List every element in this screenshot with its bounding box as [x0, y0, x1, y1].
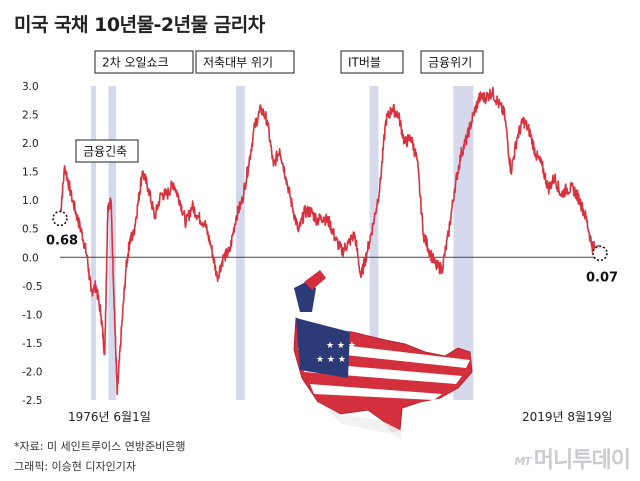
- y-tick-label: 0.5: [22, 224, 39, 236]
- x-start-label: 1976년 6월1일: [68, 410, 151, 424]
- source-note: *자료: 미 세인트루이스 연방준비은행: [14, 440, 186, 453]
- x-end-label: 2019년 8월19일: [522, 410, 612, 424]
- event-label: 저축대부 위기: [203, 56, 273, 70]
- y-tick-label: -2.5: [22, 395, 43, 407]
- y-tick-label: 3.0: [22, 81, 39, 93]
- event-label-box: [75, 139, 139, 163]
- event-label-box: [195, 50, 295, 74]
- chart-title: 미국 국채 10년물-2년물 금리차: [14, 14, 265, 36]
- event-label-box: [94, 50, 194, 74]
- endpoint-marker: [52, 210, 68, 227]
- y-tick-label: 1.5: [22, 167, 39, 179]
- event-band: [369, 86, 379, 400]
- series-layer: [59, 86, 601, 396]
- event-label: 금융위기: [428, 56, 472, 70]
- event-label: 금융긴축: [83, 145, 127, 159]
- event-label: 2차 오일쇼크: [102, 56, 169, 70]
- endpoint-label: 0.07: [586, 270, 618, 285]
- labels-layer: 0.68 0.07 금융긴축 2차 오일쇼크 저축대부 위기 IT버블 금융위기: [46, 50, 618, 285]
- spread-line: [59, 86, 601, 396]
- y-tick-label: -1.5: [22, 338, 43, 350]
- watermark-brand: MT: [514, 454, 531, 468]
- y-tick-label: 2.0: [22, 138, 39, 150]
- axes: 3.0 2.5 2.0 1.5 1.0 0.5 0.0 -0.5 -1.0 -1.5 -2.0 -2.…: [22, 81, 612, 424]
- y-tick-label: -0.5: [22, 281, 43, 293]
- y-tick-label: -1.0: [22, 309, 43, 321]
- y-tick-label: 0.0: [22, 252, 39, 264]
- svg-text:★ ★ ★: ★ ★ ★: [326, 341, 356, 351]
- event-band: [453, 86, 474, 400]
- watermark: MT 머니투데이: [514, 442, 631, 474]
- y-tick-label: 1.0: [22, 195, 39, 207]
- endpoint-label: 0.68: [46, 233, 78, 248]
- graphic-credit: 그래픽: 이승현 디자인기자: [14, 460, 137, 473]
- y-tick-label: 2.5: [22, 110, 39, 122]
- event-label-box: [420, 50, 484, 74]
- event-band: [90, 86, 96, 400]
- event-band: [235, 86, 245, 400]
- event-label: IT버블: [348, 56, 381, 70]
- watermark-name: 머니투데이: [533, 448, 631, 473]
- svg-text:★ ★ ★: ★ ★ ★: [316, 355, 346, 365]
- us-flag-map-illustration: ★ ★ ★ ★ ★ ★: [293, 270, 473, 440]
- event-label-box: [340, 50, 404, 74]
- endpoint-marker: [592, 245, 608, 262]
- y-tick-label: -2.0: [22, 366, 43, 378]
